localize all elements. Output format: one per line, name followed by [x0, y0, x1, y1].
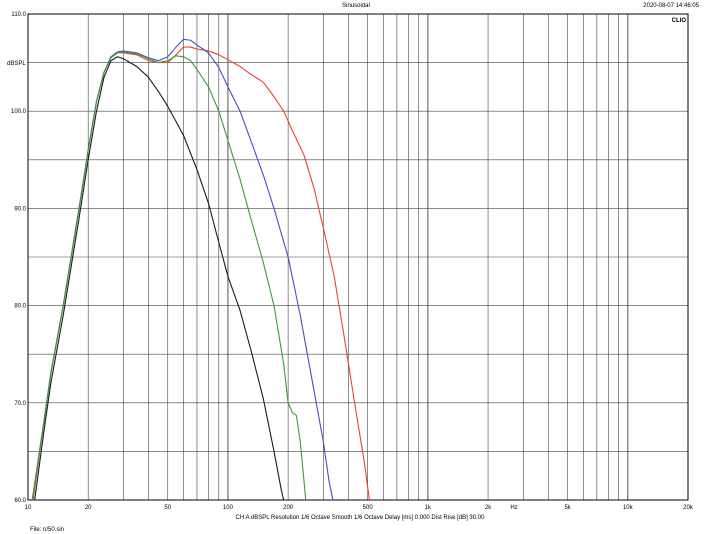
- y-axis-label: dBSPL: [7, 61, 26, 67]
- tick-labels: 10 20 50 100 200 500 1k 2k 5k 10k 20k 110.0 100.0 90.…: [11, 12, 694, 511]
- x-tick-label: 2k: [485, 505, 492, 511]
- file-name: File: n/50.sin: [30, 527, 64, 533]
- series-line-3: [31, 51, 307, 501]
- series-layer: [31, 38, 370, 501]
- measurement-settings: CH A dBSPL Resolution 1/6 Octave Smooth …: [236, 515, 486, 521]
- x-tick-label: 200: [283, 505, 294, 511]
- x-tick-label: 20k: [683, 505, 694, 511]
- grid: [28, 14, 688, 500]
- y-tick-label: 80.0: [14, 304, 26, 310]
- chart-title: Sinusoidal: [342, 3, 370, 9]
- brand-logo: CLIO: [672, 18, 687, 24]
- timestamp: 2020-08-07 14:46:05: [643, 3, 699, 9]
- series-line-4: [34, 56, 285, 501]
- x-tick-label: 10k: [623, 505, 634, 511]
- x-tick-label: 100: [223, 505, 234, 511]
- x-tick-label: 50: [164, 505, 171, 511]
- y-tick-label: 100.0: [11, 109, 27, 115]
- x-tick-label: 10: [25, 505, 32, 511]
- y-tick-label: 60.0: [14, 498, 26, 504]
- plot-frame: [27, 13, 689, 501]
- x-tick-label: 20: [85, 505, 92, 511]
- x-tick-label: 500: [363, 505, 374, 511]
- y-tick-label: 90.0: [14, 206, 26, 212]
- y-tick-label: 70.0: [14, 401, 26, 407]
- x-tick-label: 1k: [425, 505, 432, 511]
- x-axis-unit: Hz: [510, 505, 517, 511]
- y-tick-label: 110.0: [11, 12, 26, 18]
- x-tick-label: 5k: [564, 505, 571, 511]
